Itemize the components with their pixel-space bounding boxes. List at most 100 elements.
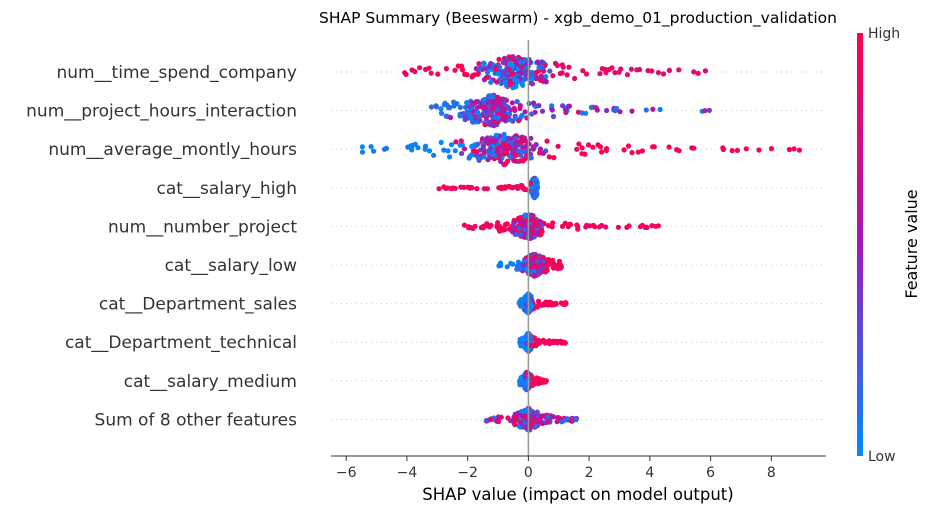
shap-point xyxy=(510,57,516,63)
shap-point xyxy=(462,116,469,122)
shap-point xyxy=(541,68,547,74)
shap-point xyxy=(465,184,471,190)
feature-swarm xyxy=(516,291,569,316)
shap-point xyxy=(666,67,673,73)
shap-point xyxy=(546,262,552,268)
shap-point xyxy=(562,340,568,346)
shap-point xyxy=(628,66,635,72)
row-guides xyxy=(331,71,826,420)
shap-point xyxy=(438,110,445,116)
colorbar-gradient xyxy=(857,33,863,456)
shap-point xyxy=(550,220,556,226)
feature-swarm xyxy=(496,251,565,279)
shap-point xyxy=(472,100,478,106)
shap-point xyxy=(452,185,458,191)
shap-point xyxy=(518,152,524,158)
shap-point xyxy=(756,147,762,153)
shap-point xyxy=(502,79,508,86)
shap-point xyxy=(585,142,592,148)
shap-point xyxy=(485,100,491,106)
shap-point xyxy=(408,143,414,149)
shap-point xyxy=(448,186,455,192)
shap-point xyxy=(594,107,600,113)
x-tick-label: −2 xyxy=(457,465,478,481)
shap-point xyxy=(516,225,523,231)
shap-point xyxy=(562,417,568,423)
shap-point xyxy=(545,419,551,425)
feature-label: num__average_montly_hours xyxy=(48,140,297,160)
shap-point xyxy=(511,105,517,111)
shap-point xyxy=(445,148,451,154)
feature-label: cat__Department_sales xyxy=(99,295,297,315)
x-axis-label: SHAP value (impact on model output) xyxy=(422,485,733,504)
shap-point xyxy=(539,302,545,308)
shap-point xyxy=(666,144,672,150)
shap-point xyxy=(511,220,517,226)
shap-point xyxy=(579,110,585,116)
shap-point xyxy=(702,108,708,114)
shap-point xyxy=(484,186,490,192)
shap-point xyxy=(528,303,535,309)
shap-point xyxy=(438,139,444,145)
shap-point xyxy=(481,154,487,160)
shap-point xyxy=(642,224,648,230)
x-tick-label: 8 xyxy=(767,465,776,481)
shap-point xyxy=(412,141,418,147)
shap-point xyxy=(560,64,566,70)
shap-point xyxy=(488,110,494,116)
shap-point xyxy=(507,111,513,117)
shap-point xyxy=(486,93,492,99)
shap-point xyxy=(720,145,726,151)
shap-point xyxy=(537,146,544,152)
shap-point xyxy=(461,184,467,190)
shap-point xyxy=(428,70,434,76)
feature-labels: num__time_spend_company num__project_hour… xyxy=(26,63,297,430)
shap-point xyxy=(550,73,556,79)
shap-point xyxy=(519,112,525,118)
colorbar: High Low Feature value xyxy=(857,26,921,465)
shap-point xyxy=(561,301,567,307)
shap-point xyxy=(487,146,493,152)
shap-point xyxy=(552,60,559,66)
shap-point xyxy=(526,413,533,419)
shap-point xyxy=(447,114,454,121)
feature-label: num__project_hours_interaction xyxy=(26,102,297,122)
shap-point xyxy=(534,69,540,75)
shap-point xyxy=(511,158,517,164)
shap-point xyxy=(435,71,441,77)
shap-point xyxy=(489,151,495,157)
shap-point xyxy=(655,70,662,76)
shap-point xyxy=(514,78,521,84)
shap-point xyxy=(549,224,555,230)
shap-point xyxy=(459,67,466,73)
shap-point xyxy=(528,269,534,275)
shap-point xyxy=(539,413,545,419)
shap-point xyxy=(507,60,513,66)
shap-point xyxy=(528,155,534,161)
shap-point xyxy=(478,65,484,71)
shap-point xyxy=(546,154,552,160)
shap-point xyxy=(791,146,797,152)
feature-label: num__number_project xyxy=(108,217,297,237)
shap-point xyxy=(515,263,521,269)
shap-point xyxy=(604,146,610,152)
shap-point xyxy=(470,225,476,231)
shap-point xyxy=(579,145,585,151)
shap-point xyxy=(484,221,490,227)
shap-point xyxy=(564,72,570,78)
shap-point xyxy=(786,146,793,153)
shap-point xyxy=(768,146,775,152)
shap-point xyxy=(447,105,453,111)
shap-point xyxy=(510,71,516,77)
shap-point xyxy=(457,104,463,110)
shap-point xyxy=(483,417,489,424)
chart-title: SHAP Summary (Beeswarm) - xgb_demo_01_pr… xyxy=(319,9,837,28)
shap-point xyxy=(521,409,527,415)
shap-point xyxy=(474,104,480,111)
shap-point xyxy=(695,70,701,76)
shap-point xyxy=(538,74,545,80)
shap-point xyxy=(452,148,458,154)
shap-point xyxy=(502,151,508,157)
shap-point xyxy=(595,142,601,148)
shap-point xyxy=(505,415,511,421)
